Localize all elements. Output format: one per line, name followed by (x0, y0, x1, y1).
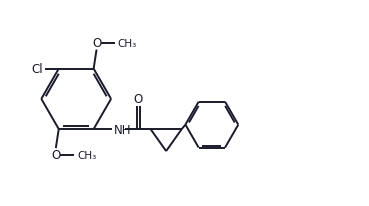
Text: CH₃: CH₃ (77, 150, 96, 160)
Text: NH: NH (114, 123, 132, 136)
Text: O: O (134, 93, 143, 106)
Text: Cl: Cl (31, 63, 43, 76)
Text: CH₃: CH₃ (118, 39, 137, 49)
Text: O: O (51, 149, 61, 162)
Text: O: O (92, 37, 101, 50)
